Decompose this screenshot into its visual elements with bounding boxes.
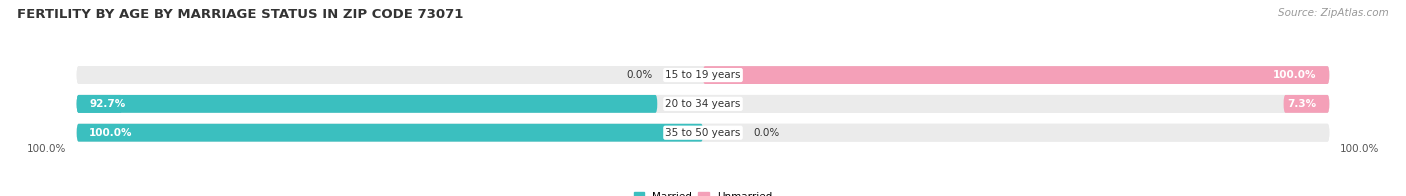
Text: 0.0%: 0.0% [754, 128, 779, 138]
Text: 7.3%: 7.3% [1288, 99, 1317, 109]
FancyBboxPatch shape [703, 66, 1329, 84]
Text: 20 to 34 years: 20 to 34 years [665, 99, 741, 109]
FancyBboxPatch shape [77, 95, 1329, 113]
FancyBboxPatch shape [77, 95, 122, 113]
FancyBboxPatch shape [77, 66, 1329, 84]
FancyBboxPatch shape [77, 124, 1329, 142]
Text: 100.0%: 100.0% [89, 128, 132, 138]
FancyBboxPatch shape [77, 95, 1329, 113]
FancyBboxPatch shape [77, 124, 1329, 142]
FancyBboxPatch shape [77, 66, 1329, 84]
Text: 0.0%: 0.0% [627, 70, 652, 80]
Text: Source: ZipAtlas.com: Source: ZipAtlas.com [1278, 8, 1389, 18]
Text: 100.0%: 100.0% [1340, 144, 1379, 154]
Text: FERTILITY BY AGE BY MARRIAGE STATUS IN ZIP CODE 73071: FERTILITY BY AGE BY MARRIAGE STATUS IN Z… [17, 8, 463, 21]
Text: 100.0%: 100.0% [27, 144, 66, 154]
Legend: Married, Unmarried: Married, Unmarried [634, 191, 772, 196]
Text: 100.0%: 100.0% [1274, 70, 1317, 80]
FancyBboxPatch shape [1284, 95, 1329, 113]
Text: 92.7%: 92.7% [89, 99, 125, 109]
FancyBboxPatch shape [77, 124, 703, 142]
FancyBboxPatch shape [77, 95, 657, 113]
Text: 35 to 50 years: 35 to 50 years [665, 128, 741, 138]
Text: 15 to 19 years: 15 to 19 years [665, 70, 741, 80]
